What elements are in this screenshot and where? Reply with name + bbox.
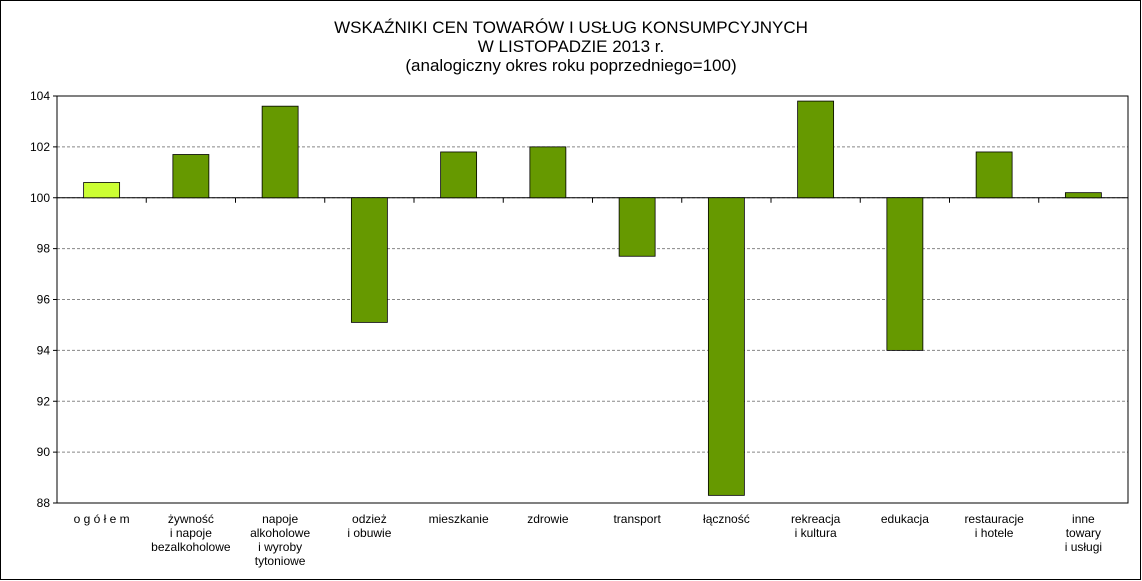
- y-tick-label: 98: [37, 242, 51, 256]
- y-tick-label: 94: [37, 343, 51, 357]
- y-tick-label: 104: [30, 89, 50, 103]
- x-tick-label: i wyroby: [258, 540, 302, 554]
- x-tick-label: zdrowie: [527, 512, 569, 526]
- x-tick-label: łączność: [703, 512, 750, 526]
- x-tick-label: mieszkanie: [429, 512, 489, 526]
- x-tick-label: i kultura: [795, 526, 837, 540]
- chart-title: (analogiczny okres roku poprzedniego=100…: [405, 56, 736, 75]
- y-tick-label: 88: [37, 496, 51, 510]
- bar: [975, 151, 1013, 199]
- x-tick-label: o g ó ł e m: [74, 512, 130, 526]
- y-tick-label: 100: [30, 191, 50, 205]
- x-tick-label: bezalkoholowe: [151, 540, 231, 554]
- bar: [440, 151, 478, 199]
- bar: [172, 154, 210, 199]
- y-tick-label: 90: [37, 445, 51, 459]
- x-tick-label: tytoniowe: [255, 554, 306, 568]
- bar: [261, 105, 299, 199]
- x-tick-label: alkoholowe: [250, 526, 310, 540]
- chart-title: WSKAŹNIKI CEN TOWARÓW I USŁUG KONSUMPCYJ…: [334, 18, 808, 37]
- x-tick-label: żywność: [168, 512, 214, 526]
- bar: [618, 197, 656, 257]
- chart-title: W LISTOPADZIE 2013 r.: [478, 37, 664, 56]
- y-tick-label: 96: [37, 293, 51, 307]
- x-tick-label: i usługi: [1065, 540, 1102, 554]
- x-tick-label: rekreacja: [791, 512, 841, 526]
- x-tick-label: edukacja: [881, 512, 929, 526]
- y-tick-label: 102: [30, 140, 50, 154]
- x-tick-label: transport: [613, 512, 661, 526]
- bar: [797, 100, 835, 199]
- plot-frame: [56, 95, 1129, 504]
- bar: [529, 146, 567, 199]
- x-tick-label: i obuwie: [347, 526, 391, 540]
- x-tick-label: odzież: [352, 512, 387, 526]
- y-tick-label: 92: [37, 394, 51, 408]
- bar: [1064, 192, 1102, 199]
- bar: [350, 197, 388, 323]
- x-tick-label: i hotele: [975, 526, 1014, 540]
- x-tick-label: inne: [1072, 512, 1095, 526]
- x-tick-label: i napoje: [170, 526, 212, 540]
- x-tick-label: napoje: [262, 512, 298, 526]
- bar: [707, 197, 745, 496]
- bar: [886, 197, 924, 351]
- x-tick-label: restauracje: [964, 512, 1024, 526]
- bar: [83, 182, 121, 199]
- x-tick-label: towary: [1066, 526, 1101, 540]
